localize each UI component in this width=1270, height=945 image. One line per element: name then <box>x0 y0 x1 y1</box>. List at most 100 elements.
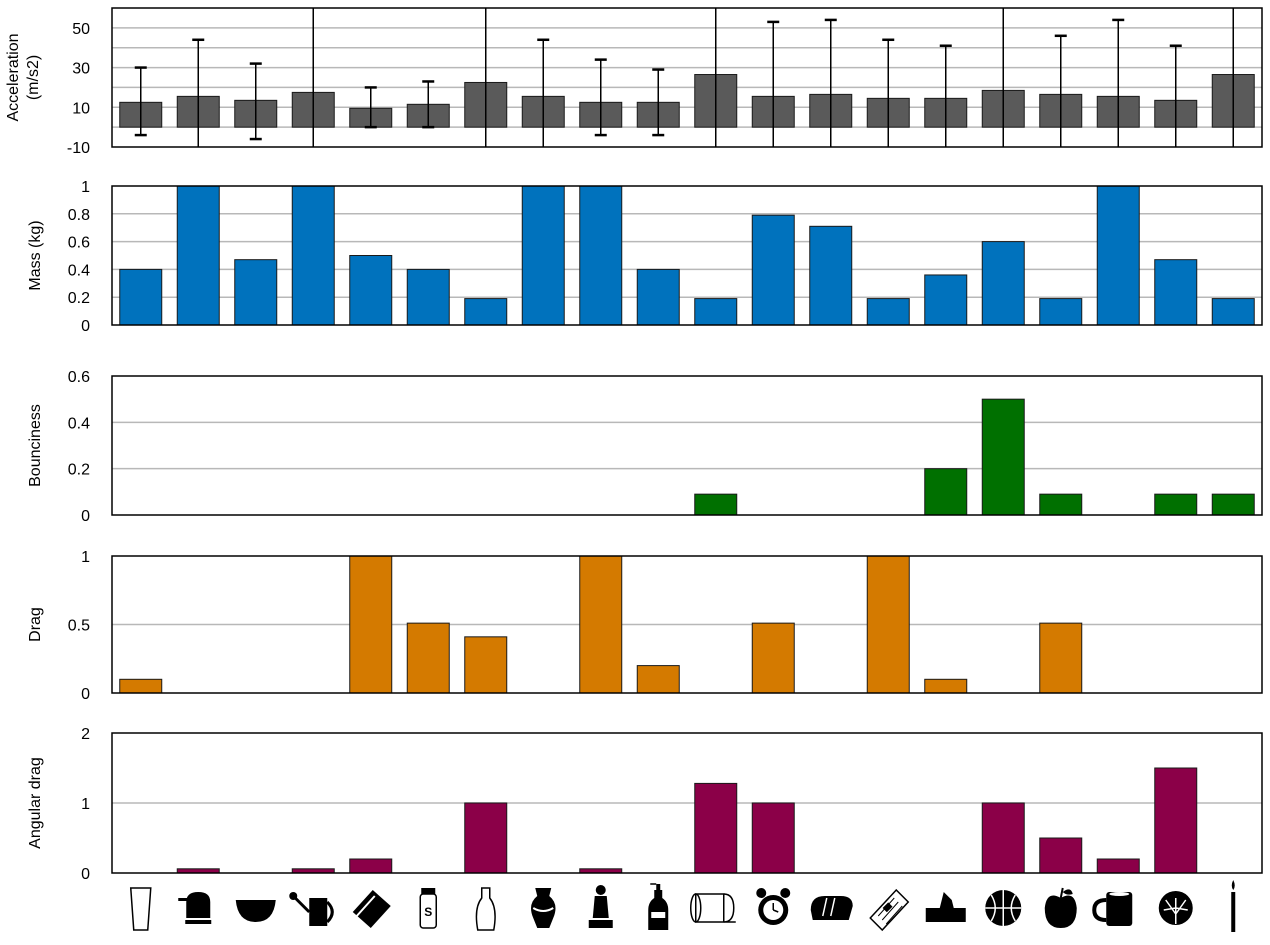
stapler-body <box>186 892 211 918</box>
bread-shape <box>810 896 853 920</box>
can-handle <box>326 900 334 924</box>
apple-leaf <box>1062 889 1073 895</box>
cup-shape <box>129 887 152 931</box>
ornate-vase-shape <box>531 888 556 928</box>
mass-bar <box>1211 298 1255 326</box>
mass-bar <box>809 225 853 326</box>
bounciness-tick-label: 0.2 <box>68 462 90 479</box>
mass-bar <box>866 298 910 326</box>
acceleration-axes-frame <box>111 7 1263 148</box>
statuette-icon <box>588 885 613 928</box>
angular-drag-axis-label: Angular drag <box>27 757 44 849</box>
mass-tick-label: 0.6 <box>68 235 90 252</box>
drag-bar <box>636 665 680 694</box>
can-body <box>309 898 328 926</box>
mass-tick-label: 0.8 <box>68 207 90 224</box>
angular-drag-tick-label: 2 <box>81 726 90 743</box>
tissue-box <box>925 908 966 922</box>
acceleration-axis-label: Acceleration (m/s2) <box>5 33 42 121</box>
roll-end <box>690 893 702 923</box>
x-axis-icons: S <box>129 880 1236 932</box>
book-line <box>356 895 376 917</box>
bounciness-axes-frame <box>111 375 1263 516</box>
angular-drag-bar <box>464 802 508 874</box>
can-rose <box>289 892 298 900</box>
angular-drag-bar <box>751 802 795 874</box>
angular-drag-panel: 0 1 2 Angular drag <box>27 726 1263 883</box>
mass-bar <box>1039 298 1083 326</box>
angular-drag-bar <box>1154 767 1198 874</box>
alarm-clock-icon <box>756 888 791 925</box>
drag-bar <box>464 636 508 694</box>
roll-body <box>695 893 725 923</box>
mass-bar <box>1096 185 1140 326</box>
drag-bar <box>751 622 795 694</box>
candle-stick <box>1231 892 1236 932</box>
apple-icon <box>1044 887 1077 928</box>
mass-bar <box>464 298 508 326</box>
ball-seams <box>985 890 1022 926</box>
drag-tick-label: 0.5 <box>68 618 90 635</box>
acceleration-tick-label: 30 <box>72 61 90 78</box>
bounciness-bar <box>1154 493 1198 516</box>
watering-can-icon <box>289 892 334 926</box>
bounciness-bar <box>694 493 738 516</box>
mug-body <box>1106 892 1133 926</box>
clock-bell-right <box>780 888 791 898</box>
mass-tick-label: 0 <box>81 318 90 335</box>
mug-rim <box>1109 892 1130 896</box>
mass-bar <box>349 255 393 326</box>
stapler-lever <box>178 898 189 901</box>
mass-bar <box>176 185 220 326</box>
mass-bar <box>751 214 795 326</box>
mass-bar <box>924 274 968 326</box>
drag-bar <box>349 555 393 694</box>
newspaper-icon <box>869 888 910 932</box>
newspaper-lines <box>877 897 903 925</box>
acceleration-axis-label-line: (m/s2) <box>25 55 42 100</box>
mass-tick-label: 0.2 <box>68 290 90 307</box>
statue-head <box>595 885 606 895</box>
bounciness-tick-label: 0.6 <box>68 369 90 386</box>
mass-bar <box>579 185 623 326</box>
bottle-label <box>651 912 666 918</box>
cabbage-veins <box>1163 898 1188 924</box>
mass-bar <box>234 259 278 326</box>
bowl-icon <box>235 900 276 922</box>
mass-bar <box>521 185 565 326</box>
mass-bar <box>1154 259 1198 326</box>
book-icon <box>352 890 391 928</box>
mug-handle <box>1092 898 1107 922</box>
clock-bell-left <box>756 888 767 898</box>
mass-panel: 0 0.2 0.4 0.6 0.8 1 Mass (kg) <box>27 179 1263 335</box>
mass-bar <box>636 268 680 326</box>
bowl-shape <box>235 900 276 922</box>
basketball-icon <box>985 890 1022 926</box>
vase-band <box>532 907 554 912</box>
drag-bar <box>406 622 450 694</box>
apple-body <box>1044 895 1077 928</box>
mass-axis-label: Mass (kg) <box>27 220 44 290</box>
angular-drag-tick-label: 0 <box>81 866 90 883</box>
drag-panel: 0 0.5 1 Drag <box>27 549 1263 703</box>
candle-flame <box>1231 880 1235 890</box>
mass-bar <box>291 185 335 326</box>
vase-shape <box>475 887 496 931</box>
angular-drag-axes-frame <box>111 732 1263 874</box>
bounciness-bar <box>981 398 1025 516</box>
drag-bar <box>866 555 910 694</box>
drag-tick-label: 1 <box>81 549 90 566</box>
cup-icon <box>129 887 152 931</box>
cabbage-icon <box>1158 891 1193 925</box>
soap-bottle-icon <box>648 883 669 930</box>
mass-axes-frame <box>111 185 1263 326</box>
drag-tick-label: 0 <box>81 686 90 703</box>
vase-icon <box>475 887 496 931</box>
apple-stem <box>1059 887 1064 899</box>
angular-drag-bar <box>1096 858 1140 874</box>
candle-icon <box>1231 880 1236 932</box>
newspaper-shape <box>869 888 910 932</box>
mug-icon <box>1092 892 1133 926</box>
